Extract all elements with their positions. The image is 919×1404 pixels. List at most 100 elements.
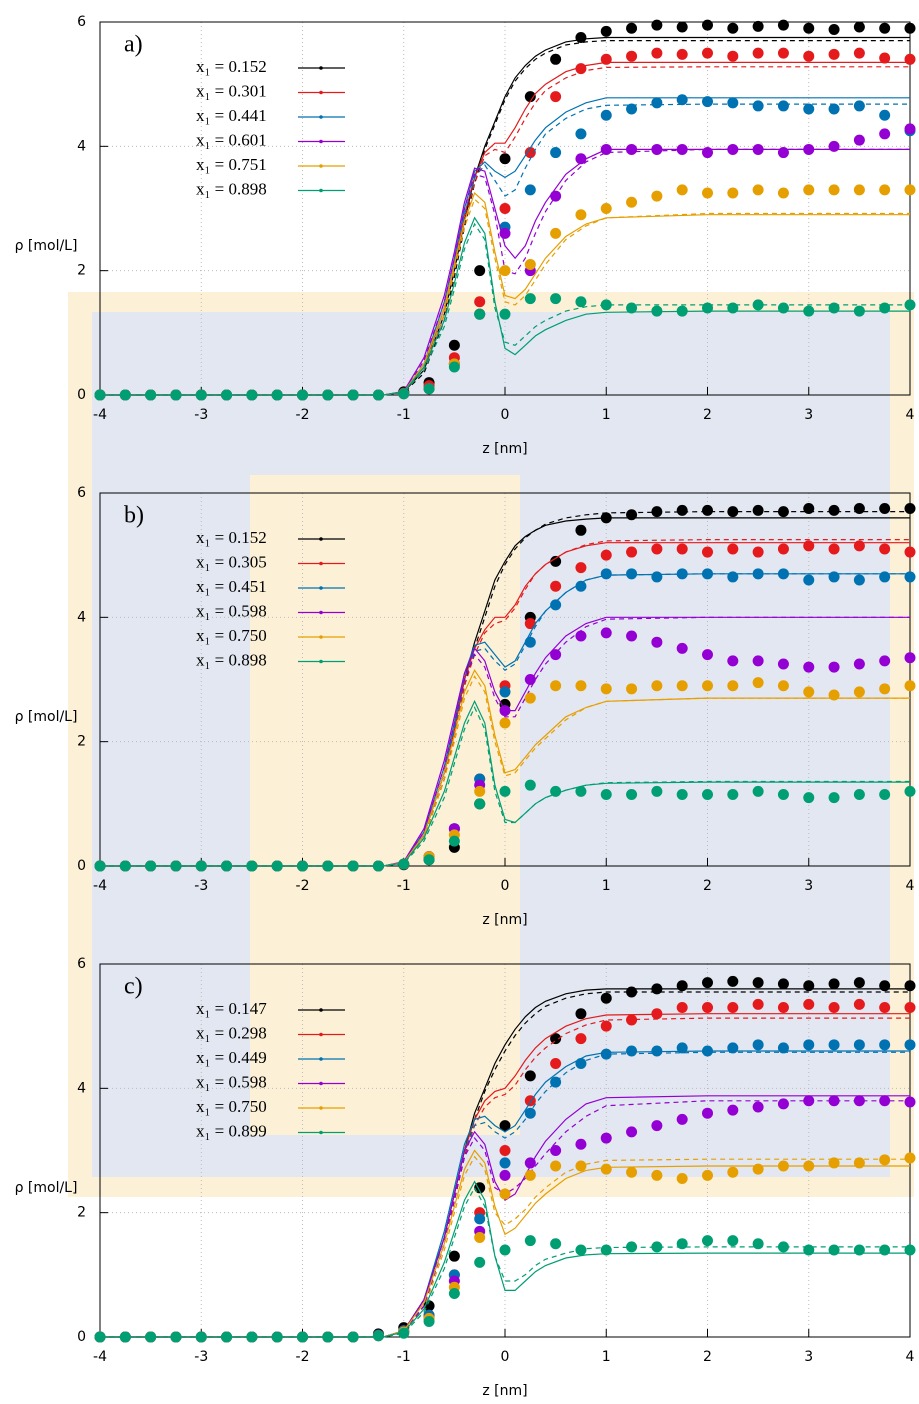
legend-label: x₁ = 0.449: [196, 1048, 267, 1067]
x-tick-label: -4: [93, 878, 107, 894]
x-tick-label: 0: [501, 407, 510, 423]
data-point: [601, 1133, 612, 1144]
data-point: [778, 187, 789, 198]
data-point: [170, 390, 181, 401]
data-point: [778, 1042, 789, 1053]
data-point: [601, 1164, 612, 1175]
data-point: [829, 1157, 840, 1168]
data-point: [905, 123, 916, 134]
x-tick-label: 0: [501, 1349, 510, 1365]
data-point: [626, 104, 637, 115]
data-point: [297, 861, 308, 872]
legend-label: x₁ = 0.152: [196, 57, 267, 76]
data-point: [753, 999, 764, 1010]
data-point: [702, 680, 713, 691]
data-point: [601, 1244, 612, 1255]
data-point: [575, 1139, 586, 1150]
data-point: [601, 993, 612, 1004]
data-point: [879, 1039, 890, 1050]
data-point: [575, 1008, 586, 1019]
data-point: [879, 1154, 890, 1165]
data-point: [778, 789, 789, 800]
x-tick-label: -3: [194, 1349, 208, 1365]
x-axis-label: z [nm]: [482, 912, 527, 928]
data-point: [601, 683, 612, 694]
data-point: [829, 505, 840, 516]
data-point: [626, 568, 637, 579]
x-tick-label: 4: [906, 407, 915, 423]
x-tick-label: -4: [93, 1349, 107, 1365]
data-point: [651, 543, 662, 554]
data-point: [879, 1095, 890, 1106]
data-point: [829, 792, 840, 803]
data-point: [550, 680, 561, 691]
data-point: [525, 1070, 536, 1081]
legend-marker: [319, 1082, 323, 1086]
data-point: [550, 1058, 561, 1069]
data-point: [272, 390, 283, 401]
data-point: [500, 718, 511, 729]
data-point: [601, 299, 612, 310]
data-point: [778, 147, 789, 158]
legend-marker: [319, 140, 323, 144]
data-point: [854, 1095, 865, 1106]
data-point: [272, 861, 283, 872]
data-point: [120, 1332, 131, 1343]
data-point: [500, 153, 511, 164]
data-point: [702, 649, 713, 660]
data-point: [905, 547, 916, 558]
data-point: [702, 1235, 713, 1246]
data-point: [651, 680, 662, 691]
legend-marker: [319, 1008, 323, 1012]
data-point: [905, 980, 916, 991]
watermark: [68, 292, 914, 1197]
legend-marker: [319, 611, 323, 615]
data-point: [677, 568, 688, 579]
data-point: [601, 1021, 612, 1032]
data-point: [879, 980, 890, 991]
y-tick-label: 6: [77, 485, 86, 501]
x-tick-label: 4: [906, 878, 915, 894]
data-point: [575, 153, 586, 164]
data-point: [424, 854, 435, 865]
x-tick-label: -1: [397, 1349, 411, 1365]
data-point: [474, 296, 485, 307]
data-point: [575, 581, 586, 592]
data-point: [525, 693, 536, 704]
data-point: [651, 1008, 662, 1019]
data-point: [727, 543, 738, 554]
y-tick-label: 2: [77, 1205, 86, 1221]
legend-label: x₁ = 0.598: [196, 1072, 267, 1091]
data-point: [550, 191, 561, 202]
data-point: [778, 658, 789, 669]
data-point: [854, 1157, 865, 1168]
data-point: [474, 265, 485, 276]
legend-label: x₁ = 0.598: [196, 601, 267, 620]
data-point: [854, 1039, 865, 1050]
data-point: [702, 505, 713, 516]
y-tick-label: 4: [77, 1080, 86, 1096]
data-point: [803, 1161, 814, 1172]
data-point: [145, 861, 156, 872]
data-point: [651, 506, 662, 517]
data-point: [500, 1189, 511, 1200]
data-point: [778, 1002, 789, 1013]
data-point: [626, 1167, 637, 1178]
data-point: [879, 571, 890, 582]
data-point: [449, 340, 460, 351]
data-point: [550, 581, 561, 592]
data-point: [575, 32, 586, 43]
data-point: [727, 655, 738, 666]
data-point: [550, 599, 561, 610]
data-point: [753, 1101, 764, 1112]
data-point: [449, 1251, 460, 1262]
data-point: [500, 786, 511, 797]
data-point: [753, 655, 764, 666]
data-point: [829, 1039, 840, 1050]
data-point: [221, 861, 232, 872]
data-point: [500, 309, 511, 320]
data-point: [829, 543, 840, 554]
data-point: [753, 1039, 764, 1050]
data-point: [525, 1170, 536, 1181]
data-point: [221, 390, 232, 401]
